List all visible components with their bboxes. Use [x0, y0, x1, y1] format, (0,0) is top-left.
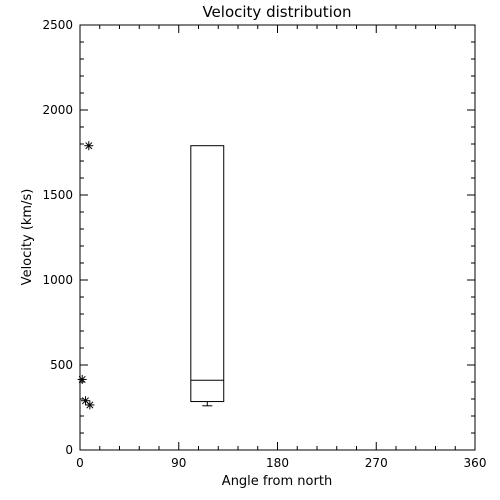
- x-tick-label: 0: [76, 456, 84, 470]
- x-axis-title: Angle from north: [222, 474, 332, 489]
- data-point: [77, 374, 87, 384]
- box-plot: [190, 145, 225, 407]
- y-tick-label: 1500: [42, 188, 73, 202]
- box-body: [190, 145, 225, 403]
- plot-frame: [79, 24, 476, 451]
- x-tick-label: 90: [171, 456, 186, 470]
- y-tick-label: 500: [50, 358, 73, 372]
- data-point: [85, 400, 95, 410]
- y-tick-label: 2000: [42, 103, 73, 117]
- axis-ticks: 0 90 180 270 360 0 500 1000 1500 2000 2500: [42, 18, 486, 470]
- y-tick-label: 1000: [42, 273, 73, 287]
- y-tick-label: 0: [65, 443, 73, 457]
- data-point: [84, 141, 94, 151]
- scatter-points: [77, 141, 95, 410]
- y-axis-title: Velocity (km/s): [20, 189, 35, 286]
- y-tick-label: 2500: [42, 18, 73, 32]
- x-tick-label: 270: [365, 456, 388, 470]
- data-point: [80, 396, 90, 406]
- x-tick-label: 360: [464, 456, 487, 470]
- chart-title: Velocity distribution: [202, 3, 351, 21]
- x-tick-label: 180: [266, 456, 289, 470]
